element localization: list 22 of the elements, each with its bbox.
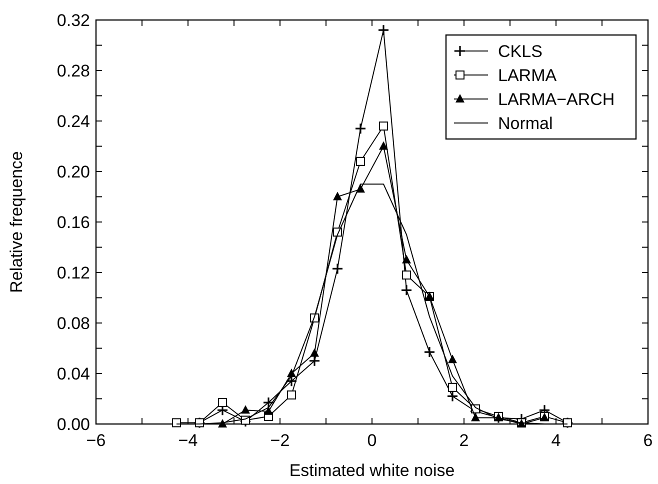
x-tick-label: −2 (270, 431, 290, 450)
y-tick-label: 0.32 (56, 11, 90, 30)
y-tick-label: 0.28 (56, 62, 90, 80)
legend-label: LARMA−ARCH (498, 90, 615, 109)
x-tick-label: 6 (643, 431, 653, 450)
y-tick-label: 0.20 (56, 162, 90, 182)
x-tick-label: 0 (367, 431, 377, 450)
x-tick-label: −4 (178, 431, 198, 450)
legend-label: Normal (498, 114, 553, 133)
y-tick-label: 0.12 (56, 264, 90, 282)
x-tick-label: 2 (459, 431, 469, 450)
x-tick-label: 4 (551, 431, 561, 450)
x-axis-title: Estimated white noise (289, 461, 455, 480)
y-tick-label: 0.04 (56, 364, 90, 384)
legend-label: CKLS (498, 42, 542, 61)
y-axis-title: Relative frequence (7, 151, 26, 293)
legend-label: LARMA (498, 66, 558, 85)
y-tick-label: 0.08 (56, 314, 90, 333)
y-tick-label: 0.24 (56, 112, 90, 131)
x-tick-label: −6 (86, 431, 106, 450)
y-tick-label: 0.16 (56, 213, 90, 232)
y-tick-label: 0.00 (56, 415, 90, 434)
